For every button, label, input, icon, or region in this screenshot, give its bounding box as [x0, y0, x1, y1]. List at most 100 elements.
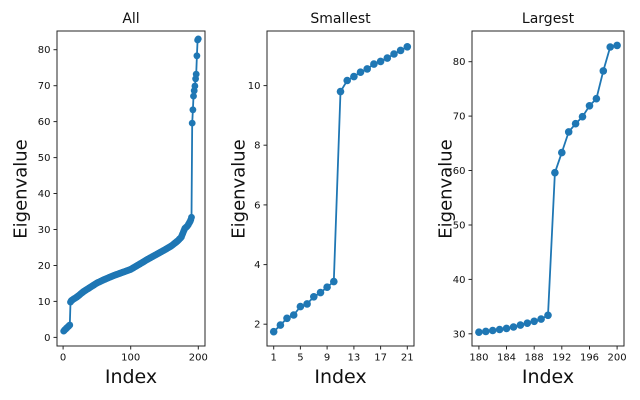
data-point — [530, 317, 538, 326]
x-tick-label: 21 — [401, 353, 414, 364]
subplot-all: All Eigenvalue 0 100 200 0 10 20 30 40 50 60 70 80 … — [11, 11, 208, 388]
x-tick-label: 1 — [271, 353, 277, 364]
plot-frame — [471, 30, 625, 347]
data-point — [189, 106, 197, 114]
data-point — [383, 54, 392, 62]
data-point — [350, 72, 358, 81]
y-tick-label: 10 — [38, 297, 51, 308]
data-point — [310, 293, 318, 301]
plot-title-all: All — [122, 11, 140, 27]
data-point — [323, 283, 331, 291]
data-point — [188, 213, 195, 221]
data-point — [316, 288, 325, 297]
y-tick-label: 40 — [453, 275, 466, 286]
data-point — [356, 68, 365, 76]
data-point — [502, 324, 511, 333]
x-tick-label: 192 — [552, 353, 571, 364]
x-tick-label: 200 — [189, 353, 208, 364]
y-tick-label: 70 — [38, 81, 51, 92]
data-point — [296, 302, 305, 311]
x-tick-label: 100 — [121, 353, 140, 364]
y-tick-label: 6 — [254, 200, 260, 211]
data-point — [330, 277, 338, 286]
y-tick-label: 30 — [453, 329, 466, 340]
data-point — [193, 52, 201, 60]
y-tick-label: 80 — [453, 57, 466, 68]
data-point — [571, 119, 580, 128]
data-point — [495, 325, 504, 334]
plot-title-largest: Largest — [521, 11, 575, 27]
data-point — [564, 128, 573, 136]
y-tick-label: 60 — [453, 166, 466, 177]
y-axis-label-all: Eigenvalue — [10, 138, 32, 239]
subplot-largest: Largest Eigenvalue 180 184 188 192 196 200 30 4… — [436, 11, 627, 388]
x-tick-label: 200 — [608, 353, 627, 364]
data-point — [188, 119, 196, 127]
axes-canvas-largest: 180 184 188 192 196 200 30 40 50 60 70 80 — [453, 30, 627, 364]
data-point — [190, 92, 197, 100]
data-point — [599, 67, 608, 75]
y-tick-label: 60 — [38, 117, 51, 128]
y-tick-label: 40 — [38, 189, 51, 200]
y-axis-label-smallest: Eigenvalue — [228, 138, 250, 239]
data-point — [283, 314, 291, 323]
axes-canvas-all: 0 100 200 0 10 20 30 40 50 60 70 80 — [38, 30, 208, 364]
x-tick-label: 5 — [297, 353, 303, 364]
data-point — [403, 43, 412, 51]
axes-canvas-smallest: 1 5 9 13 17 21 2 4 6 8 10 — [248, 30, 415, 364]
y-tick-label: 10 — [248, 81, 261, 92]
data-point — [336, 87, 345, 96]
data-point — [558, 148, 566, 157]
x-tick-label: 196 — [580, 353, 599, 364]
y-tick-label: 0 — [44, 333, 50, 344]
data-point — [516, 321, 525, 329]
data-point — [192, 70, 200, 78]
data-point — [544, 311, 552, 320]
data-point — [537, 315, 545, 323]
data-point — [578, 112, 587, 121]
data-point — [363, 65, 371, 73]
data-point — [613, 41, 621, 50]
plot-title-smallest: Smallest — [310, 11, 371, 27]
y-tick-label: 30 — [38, 225, 51, 236]
y-tick-label: 8 — [254, 141, 260, 152]
x-axis-label-all: Index — [104, 366, 158, 388]
data-point — [343, 76, 351, 85]
y-axis-label-largest: Eigenvalue — [435, 138, 457, 239]
x-tick-label: 9 — [324, 353, 330, 364]
data-point — [194, 35, 202, 43]
x-tick-label: 0 — [60, 353, 66, 364]
data-point — [475, 328, 483, 337]
plot-frame — [266, 30, 415, 347]
data-point — [551, 168, 559, 177]
x-tick-label: 17 — [374, 353, 387, 364]
data-point — [66, 321, 74, 329]
x-tick-label: 13 — [348, 353, 361, 364]
data-point — [390, 50, 398, 58]
y-tick-label: 20 — [38, 261, 51, 272]
data-point — [303, 300, 311, 308]
data-point — [276, 321, 285, 329]
y-tick-label: 70 — [453, 112, 466, 123]
plot-frame — [56, 30, 206, 347]
data-point — [488, 326, 497, 335]
data-point — [269, 327, 278, 336]
data-point — [376, 57, 385, 66]
y-tick-label: 50 — [38, 153, 51, 164]
data-line — [63, 38, 200, 332]
x-axis-label-largest: Index — [521, 366, 575, 388]
data-line — [478, 44, 618, 334]
data-point — [370, 60, 378, 68]
y-tick-label: 50 — [453, 221, 466, 232]
x-tick-label: 188 — [525, 353, 544, 364]
subplot-smallest: Smallest Eigenvalue 1 5 9 13 17 21 2 4 6 8 10 Inde… — [229, 11, 415, 388]
data-point — [509, 323, 518, 331]
data-point — [592, 94, 601, 103]
data-point — [585, 102, 594, 110]
x-axis-label-smallest: Index — [314, 366, 367, 388]
y-tick-label: 4 — [254, 260, 260, 271]
y-tick-label: 2 — [254, 320, 260, 331]
data-point — [482, 327, 490, 336]
x-tick-label: 180 — [469, 353, 488, 364]
